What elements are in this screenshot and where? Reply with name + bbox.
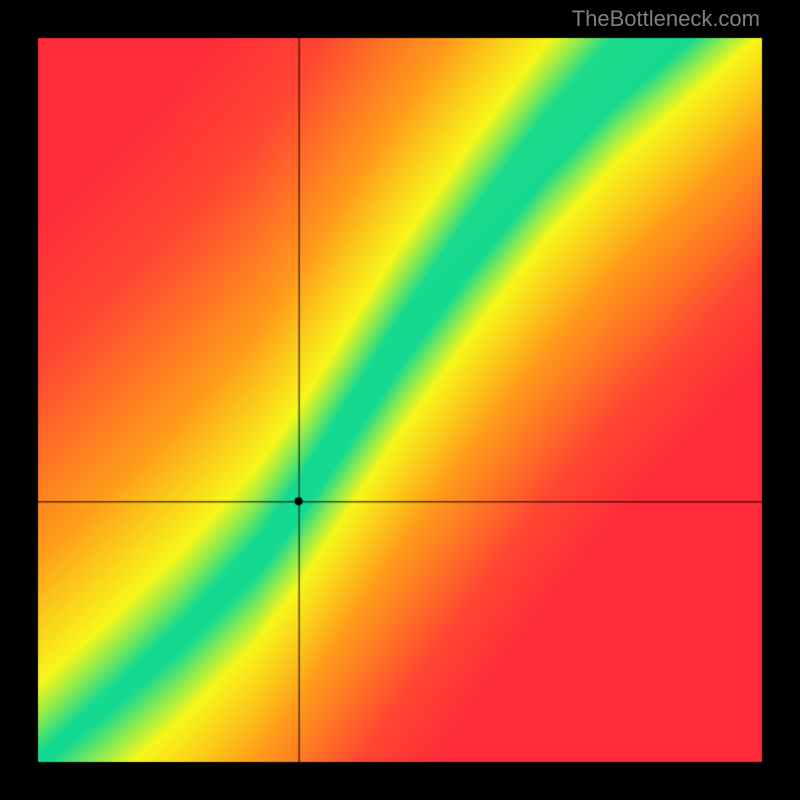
watermark-text: TheBottleneck.com	[572, 6, 760, 32]
bottleneck-heatmap	[0, 0, 800, 800]
